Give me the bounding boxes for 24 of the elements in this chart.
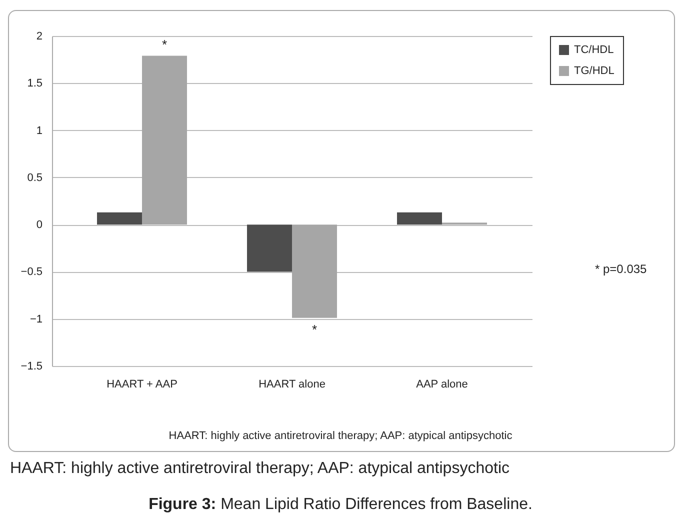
y-tick-label: 2 <box>36 30 42 42</box>
y-tick-label: −0.5 <box>20 266 42 278</box>
y-tick-label: 1.5 <box>27 78 42 90</box>
text: HAART: highly active antiretroviral therapy; AAP: atypical antipsychotic <box>10 460 510 478</box>
text: * p=0.035 <box>595 262 647 276</box>
y-tick-label: 0.5 <box>27 172 42 184</box>
bar <box>142 56 187 225</box>
x-tick-label: AAP alone <box>416 378 468 390</box>
legend-label: TC/HDL <box>574 44 614 56</box>
annotation: * <box>162 37 168 52</box>
legend-label: TG/HDL <box>574 65 614 77</box>
text: Figure 3: Mean Lipid Ratio Differences from Baseline. <box>148 496 534 514</box>
bar <box>247 224 292 272</box>
bar <box>292 224 337 318</box>
y-tick-label: −1 <box>30 313 42 326</box>
y-tick-label: −1.5 <box>20 360 42 372</box>
bar <box>397 212 442 225</box>
x-tick-label: HAART + AAP <box>106 378 178 390</box>
bar <box>97 212 142 225</box>
x-tick-label: HAART alone <box>258 378 326 390</box>
annotation: * <box>312 322 318 337</box>
y-tick-label: 1 <box>36 124 42 137</box>
text: HAART: highly active antiretroviral therapy; AAP: atypical antipsychotic <box>168 430 514 442</box>
y-tick-label: 0 <box>36 219 42 232</box>
